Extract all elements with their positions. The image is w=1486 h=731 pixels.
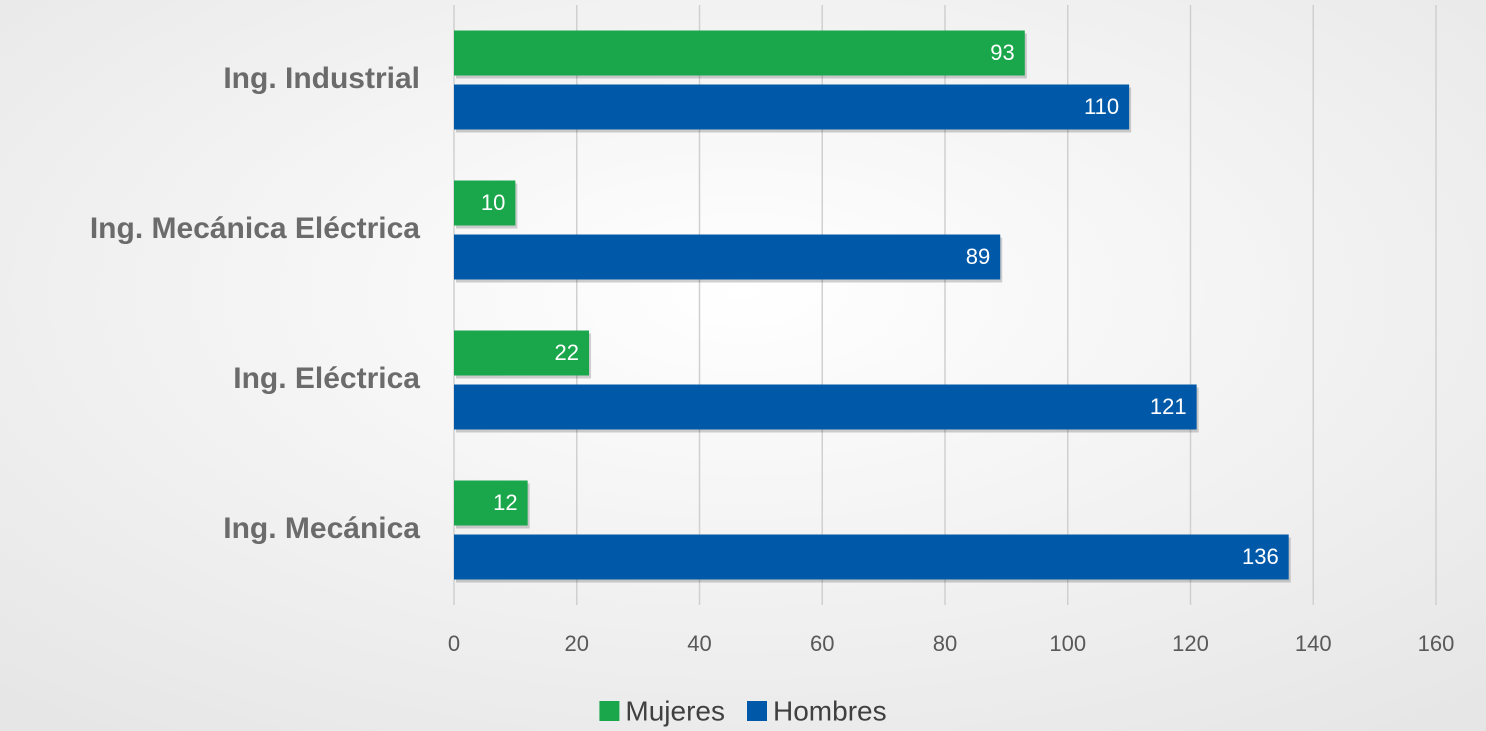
legend-swatch xyxy=(599,701,620,721)
x-tick-label: 80 xyxy=(933,631,957,656)
x-tick-label: 0 xyxy=(448,631,460,656)
legend-swatch xyxy=(747,701,767,721)
y-tick-label: Ing. Industrial xyxy=(223,62,420,95)
legend-label: Mujeres xyxy=(625,695,725,726)
x-tick-label: 60 xyxy=(810,631,834,656)
data-label: 110 xyxy=(1084,94,1119,119)
x-tick-label: 140 xyxy=(1295,631,1332,656)
y-tick-label: Ing. Mecánica Eléctrica xyxy=(90,212,420,245)
legend-label: Hombres xyxy=(773,695,887,726)
x-tick-label: 160 xyxy=(1418,631,1455,656)
legend-item: Mujeres xyxy=(599,695,725,726)
bar xyxy=(454,180,516,226)
bar xyxy=(454,534,1289,580)
y-tick-label: Ing. Eléctrica xyxy=(233,362,420,395)
x-tick-label: 100 xyxy=(1049,631,1086,656)
bars: 93 110 10 89 22 121 12 136 xyxy=(454,30,1291,583)
data-label: 22 xyxy=(555,340,579,365)
data-label: 93 xyxy=(990,40,1014,65)
x-tick-label: 20 xyxy=(565,631,589,656)
data-label: 121 xyxy=(1150,394,1187,419)
data-label: 10 xyxy=(481,190,505,215)
y-tick-label: Ing. Mecánica xyxy=(223,512,420,545)
x-tick-label: 120 xyxy=(1172,631,1209,656)
bar xyxy=(454,84,1130,130)
x-tick-label: 40 xyxy=(687,631,711,656)
data-label: 136 xyxy=(1242,544,1279,569)
legend-item: Hombres xyxy=(747,695,887,726)
legend: Mujeres Hombres xyxy=(599,695,887,726)
bar xyxy=(454,480,528,526)
data-label: 12 xyxy=(493,490,517,515)
bar xyxy=(454,330,590,376)
bar xyxy=(454,234,1001,280)
data-label: 89 xyxy=(966,244,990,269)
bar xyxy=(454,384,1197,430)
bar xyxy=(454,30,1025,76)
